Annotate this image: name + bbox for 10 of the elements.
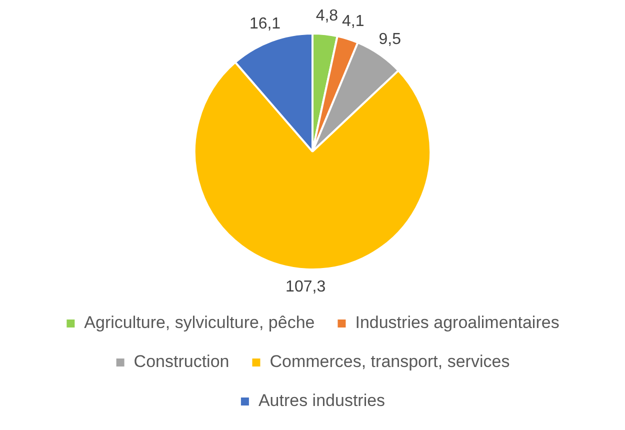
data-label: 16,1 <box>249 15 281 32</box>
legend-label: Agriculture, sylviculture, pêche <box>84 313 315 332</box>
data-label: 107,3 <box>286 278 326 296</box>
legend-label: Autres industries <box>258 391 386 410</box>
data-label: 9,5 <box>378 31 402 48</box>
data-label: 4,1 <box>342 13 364 30</box>
legend-label: Industries agroalimentaires <box>355 313 560 332</box>
legend-label: Commerces, transport, services <box>270 352 510 372</box>
legend-label: Construction <box>134 352 230 372</box>
data-label: 4,8 <box>316 8 338 25</box>
